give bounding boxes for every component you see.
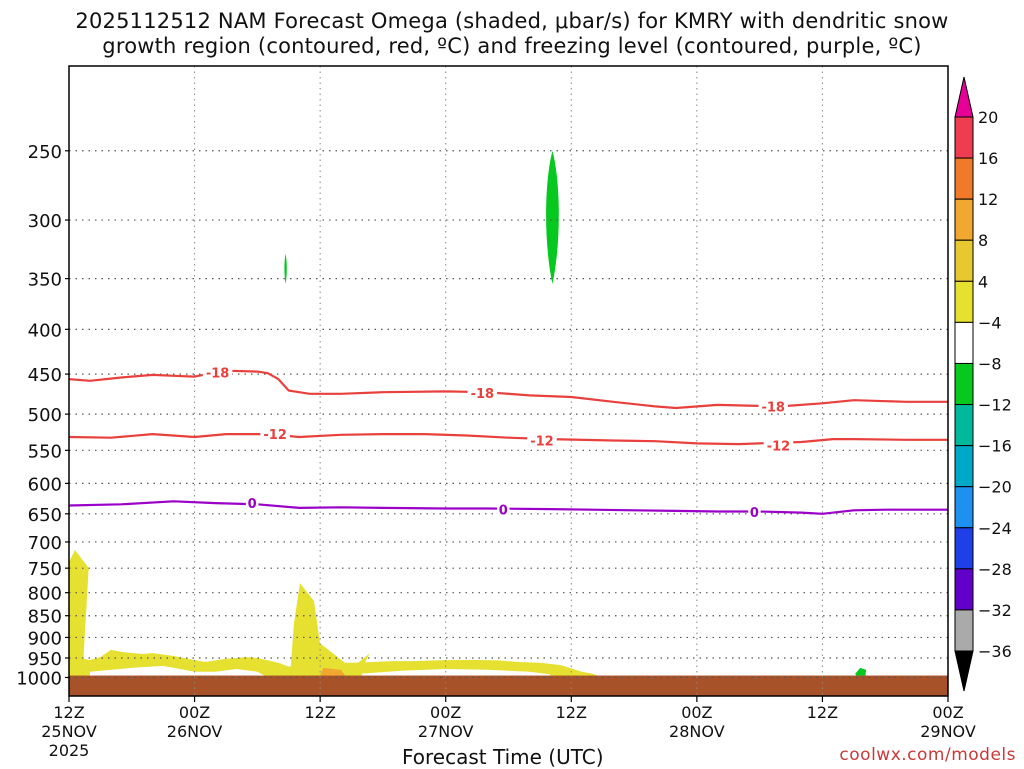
y-tick-label: 700 [28,533,62,554]
grid [69,66,948,696]
omega-neutral-gap-2 [362,669,551,678]
y-tick-label: 750 [28,559,62,580]
dgz-minus12-label-bg [527,432,557,448]
x-tick-label: 00Z [179,703,210,722]
freezing-level-label-bg [497,501,510,517]
dgz-minus12-label-bg [260,426,290,442]
y-tick-label: 450 [28,365,62,386]
colorbar-label: −36 [978,642,1012,661]
dgz-minus18-label: -18 [206,366,230,381]
y-tick-label: 650 [28,505,62,526]
contours: -18 -18 -18 -12 -12 -12 0 0 0 [69,364,948,521]
y-tick-label: 900 [28,628,62,649]
omega-8-to-12-pockets [320,667,346,676]
omega-minus4-to-minus8-small [284,253,287,285]
x-tick-label: 27NOV [418,722,474,741]
freezing-level-label: 0 [499,504,508,519]
axes: 2503003504004505005506006507007508008509… [16,65,976,760]
colorbar: 20 16 12 8 4 −4 −8 −12 −16 −20 −24 −28 −32 −36 [954,76,1012,692]
colorbar-label: 8 [978,231,988,250]
omega-shading [69,150,948,696]
y-tick-label: 800 [28,584,62,605]
colorbar-label: −24 [978,519,1012,538]
colorbar-label: −20 [978,478,1012,497]
freezing-level-label: 0 [750,506,759,521]
colorbar-label: −28 [978,560,1012,579]
x-tick-label: 12Z [807,703,838,722]
colorbar-label: 20 [978,108,998,127]
colorbar-swatch [954,486,974,529]
colorbar-top-arrow [954,76,974,118]
dgz-minus18-line [69,369,948,410]
x-tick-label: 25NOV [41,722,97,741]
colorbar-swatch [954,157,974,200]
y-tick-label: 400 [28,320,62,341]
colorbar-swatch [954,527,974,570]
x-tick-label: 00Z [932,703,963,722]
colorbar-swatch [954,609,974,652]
colorbar-bottom-arrow [954,650,974,692]
y-tick-label: 850 [28,607,62,628]
colorbar-swatch [954,198,974,241]
dgz-minus12-line [69,433,948,446]
chart-title-line-2: growth region (contoured, red, ºC) and f… [102,34,922,58]
dgz-minus18-label-bg [467,385,498,401]
colorbar-label: 12 [978,190,998,209]
colorbar-label: −4 [978,313,1002,332]
colorbar-label: −8 [978,354,1002,373]
colorbar-label: −12 [978,396,1012,415]
colorbar-swatch [954,321,974,364]
dgz-minus18-label: -18 [761,400,785,415]
x-tick-label: 26NOV [167,722,223,741]
colorbar-label: 4 [978,272,988,291]
colorbar-swatch [954,404,974,447]
y-tick-label: 600 [28,474,62,495]
colorbar-swatch [954,445,974,488]
y-tick-label: 500 [28,405,62,426]
y-tick-label: 250 [28,142,62,163]
terrain-below-surface [69,675,948,696]
x-tick-label: 12Z [556,703,587,722]
y-tick-label: 950 [28,649,62,670]
omega-minus4-to-minus8-upper [546,150,559,285]
colorbar-swatch [954,362,974,406]
colorbar-swatch [954,568,974,611]
dgz-minus18-label-bg [758,398,788,414]
omega-4-to-8-12z-26nov [289,583,370,678]
freezing-level-label-bg [245,495,259,511]
freezing-level-label-bg [748,504,761,520]
y-tick-label: 550 [28,441,62,462]
freezing-level-line [69,500,948,515]
plot-frame [68,65,949,697]
colorbar-label: 16 [978,149,998,168]
y-tick-label: 350 [28,270,62,291]
dgz-minus12-label: -12 [767,439,791,454]
x-tick-label: 28NOV [669,722,725,741]
colorbar-swatch [954,280,974,323]
omega-neutral-gap [89,665,268,678]
y-tick-label: 1000 [16,668,62,689]
omega-4-to-8-morning-25nov [69,550,89,678]
colorbar-swatch [954,116,974,159]
x-tick-label: 00Z [681,703,712,722]
x-tick-label: 12Z [53,703,84,722]
dgz-minus18-label-bg [202,364,233,380]
x-tick-label: 29NOV [920,722,976,741]
chart-title-line-1: 2025112512 NAM Forecast Omega (shaded, μ… [75,9,949,33]
dgz-minus18-label: -18 [471,387,495,402]
x-tick-label: 2025 [49,741,90,760]
x-tick-label: 00Z [430,703,461,722]
freezing-level-label: 0 [248,497,257,512]
x-axis-label: Forecast Time (UTC) [402,745,604,769]
dgz-minus12-label: -12 [263,428,287,443]
colorbar-label: −32 [978,601,1012,620]
x-tick-label: 12Z [304,703,335,722]
dgz-minus12-label-bg [763,437,794,453]
colorbar-swatch [954,239,974,282]
credit-link[interactable]: coolwx.com/models [839,745,1016,765]
dgz-minus12-label: -12 [530,435,554,450]
y-tick-label: 300 [28,211,62,232]
colorbar-label: −16 [978,437,1012,456]
